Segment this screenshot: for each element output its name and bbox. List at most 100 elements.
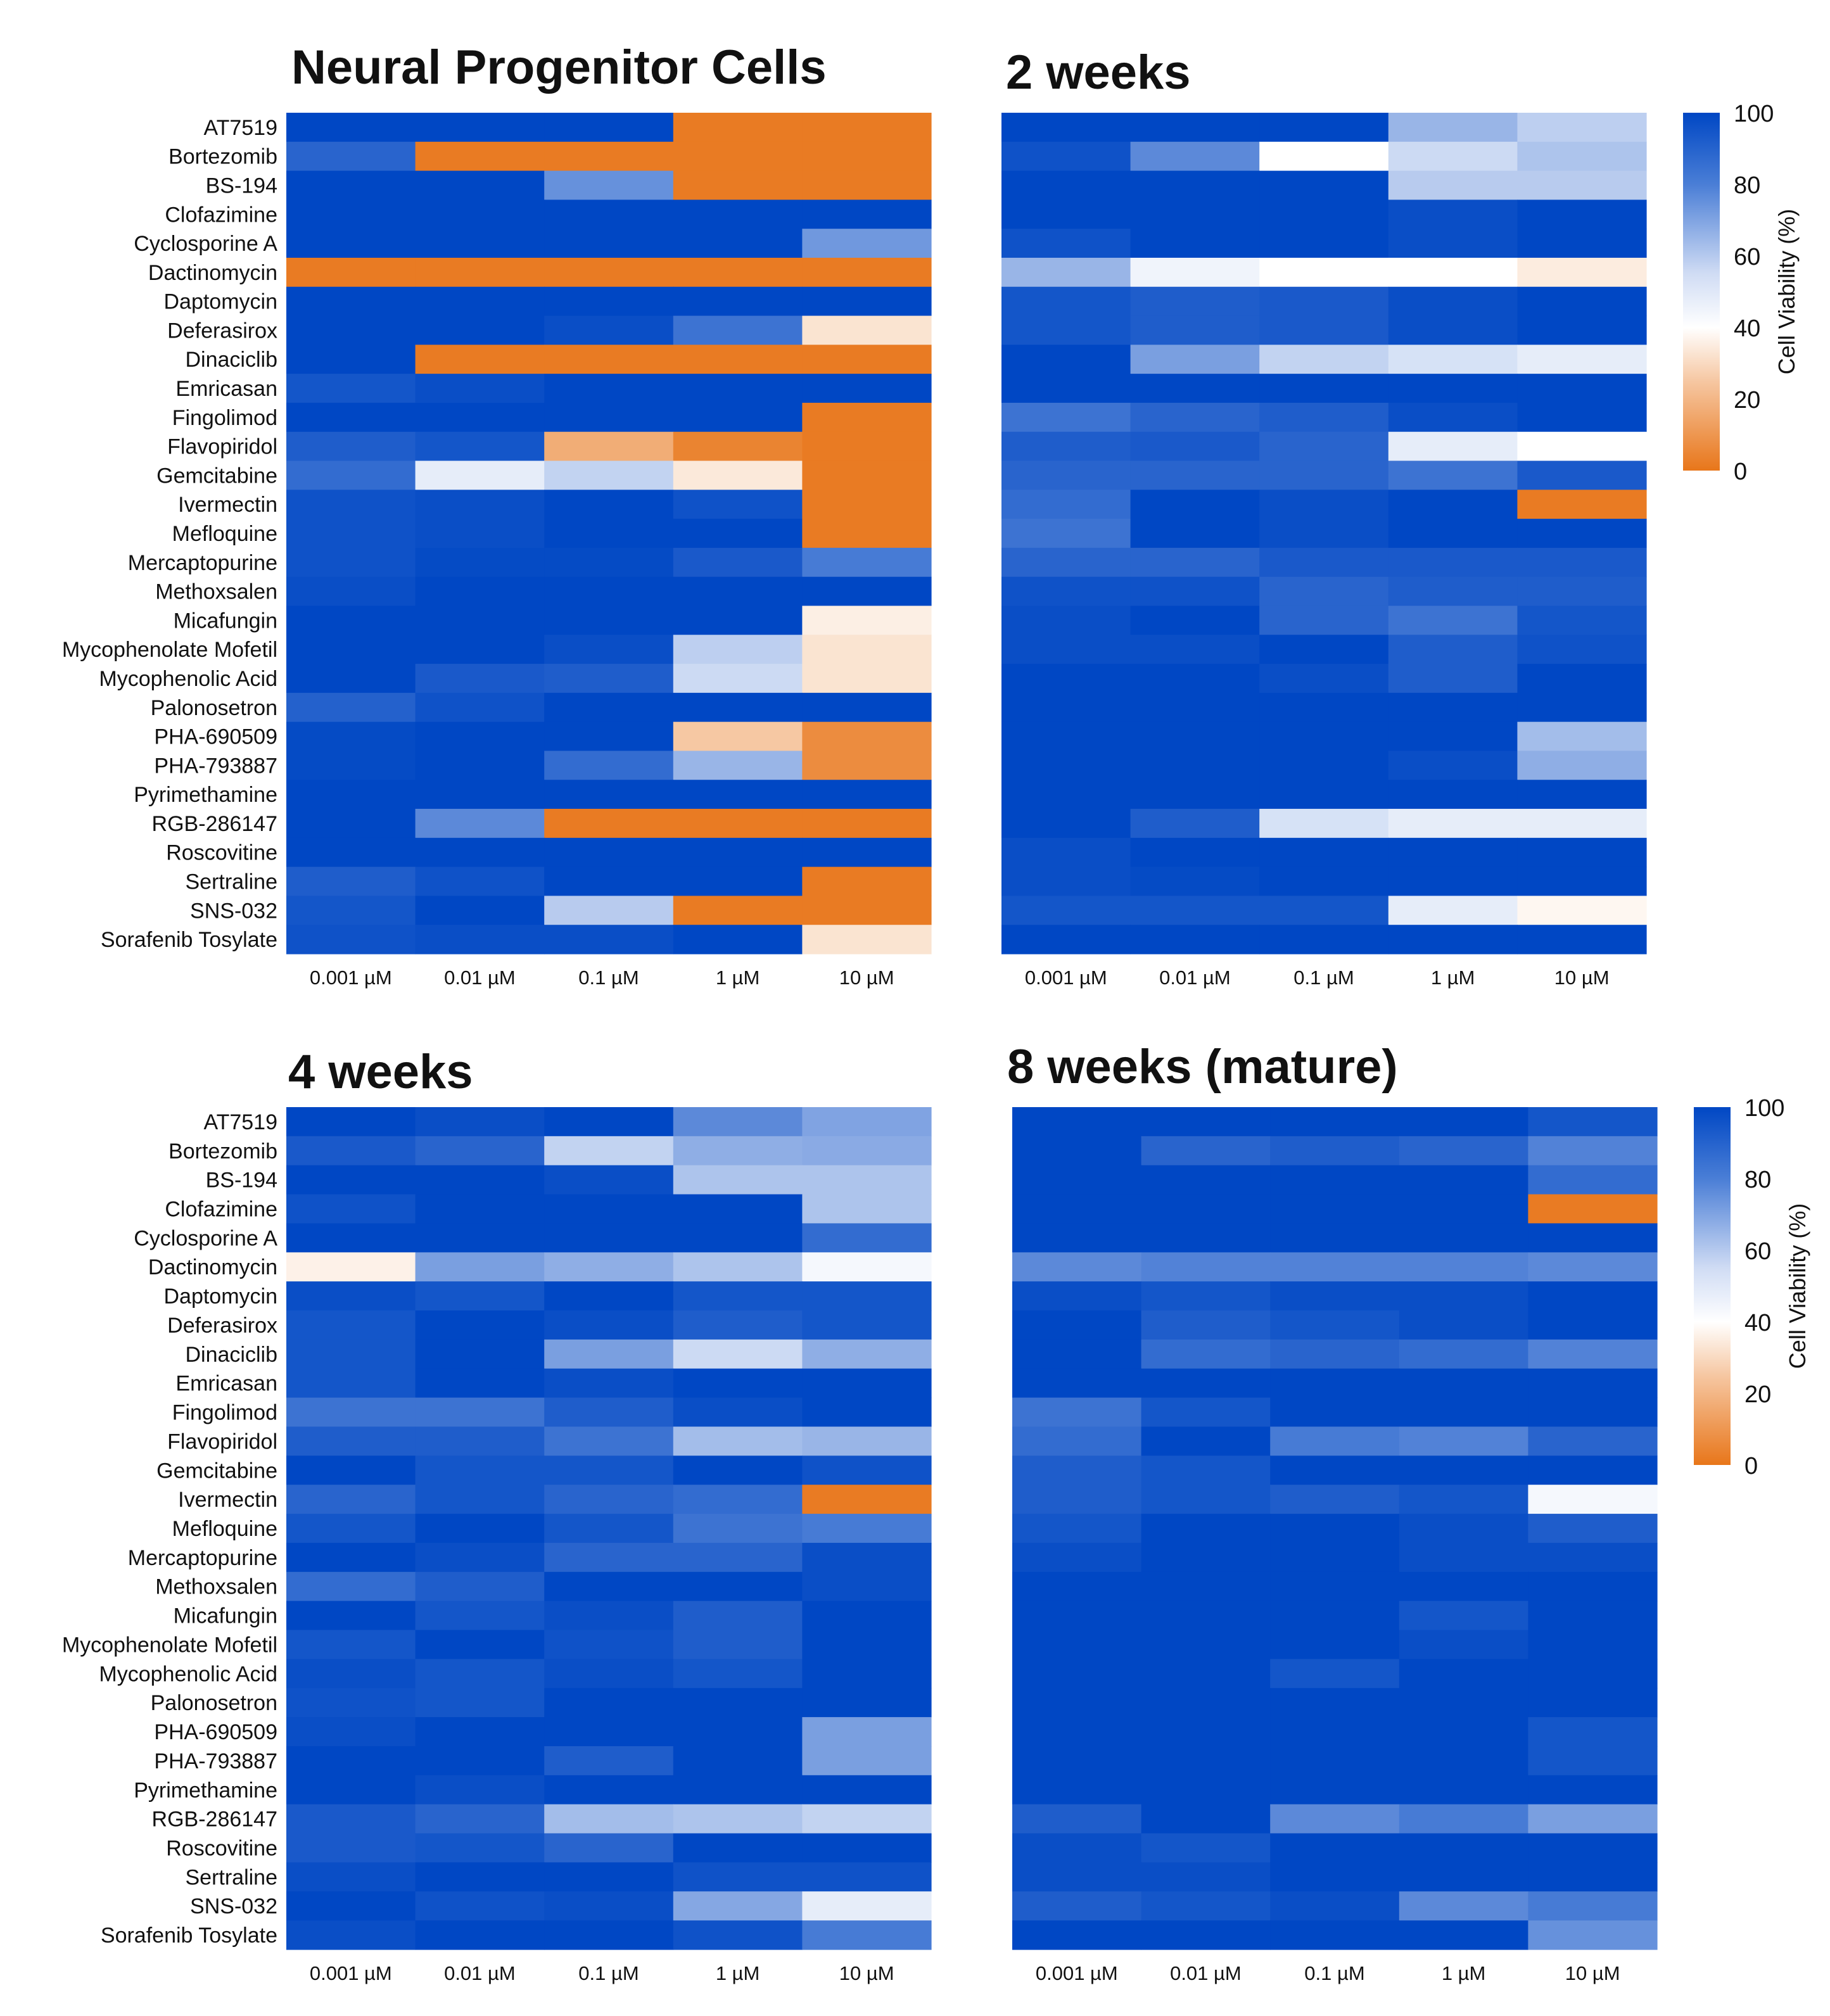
heatmap-cell xyxy=(1517,605,1647,635)
heatmap-cell xyxy=(1130,374,1260,403)
heatmap-cell xyxy=(286,635,416,664)
heatmap-cell xyxy=(1517,460,1647,490)
colorbar-gradient xyxy=(1683,113,1720,471)
heatmap-cell xyxy=(1130,721,1260,752)
heatmap-cell xyxy=(286,1485,416,1514)
heatmap-cell xyxy=(1130,605,1260,635)
heatmap-cell xyxy=(1001,809,1131,839)
heatmap-cell xyxy=(1517,374,1647,403)
heatmap-cell xyxy=(1388,837,1518,868)
heatmap-cell xyxy=(415,1891,545,1921)
heatmap-cell xyxy=(802,1194,932,1224)
heatmap-cell xyxy=(286,1920,416,1950)
heatmap-cell xyxy=(1001,837,1131,868)
heatmap-cell xyxy=(544,1223,674,1253)
heatmap-cell xyxy=(544,1659,674,1689)
heatmap-cell xyxy=(286,1165,416,1195)
colorbar-tick-label: 20 xyxy=(1744,1381,1771,1408)
heatmap-cell xyxy=(802,315,932,345)
heatmap-cell xyxy=(1399,1339,1528,1369)
heatmap-cell xyxy=(286,1775,416,1805)
heatmap-cell xyxy=(1012,1310,1142,1340)
heatmap-cell xyxy=(802,460,932,490)
heatmap-cell xyxy=(1141,1920,1271,1950)
heatmap-cell xyxy=(1399,1571,1528,1602)
row-label: RGB-286147 xyxy=(152,1808,277,1832)
heatmap-cell xyxy=(673,1804,803,1834)
heatmap-cell xyxy=(1141,1426,1271,1456)
row-label: SNS-032 xyxy=(190,899,277,923)
heatmap-cell xyxy=(1259,345,1389,374)
heatmap-cell xyxy=(1141,1804,1271,1834)
heatmap-cell xyxy=(415,1223,545,1253)
heatmap-cell xyxy=(1528,1455,1658,1485)
heatmap-cell xyxy=(415,1339,545,1369)
row-label: Clofazimine xyxy=(165,203,277,227)
heatmap-cell xyxy=(802,1601,932,1631)
heatmap-cell xyxy=(1001,605,1131,635)
heatmap-cell xyxy=(802,431,932,462)
heatmap-cell xyxy=(1270,1310,1400,1340)
heatmap-cell xyxy=(1388,113,1518,143)
heatmap-cell xyxy=(1270,1223,1400,1253)
heatmap-cell xyxy=(802,490,932,519)
heatmap-cell xyxy=(1141,1397,1271,1428)
heatmap-cell xyxy=(415,490,545,519)
heatmap-cell xyxy=(1130,692,1260,723)
heatmap-cell xyxy=(802,1339,932,1369)
heatmap-cell xyxy=(1259,402,1389,433)
heatmap-cell xyxy=(1528,1688,1658,1718)
heatmap-cell xyxy=(415,1194,545,1224)
heatmap-cell xyxy=(286,1223,416,1253)
heatmap-cell xyxy=(1270,1514,1400,1544)
heatmap-cell xyxy=(544,1368,674,1398)
heatmap-cell xyxy=(802,1833,932,1863)
heatmap-cell xyxy=(1141,1571,1271,1602)
heatmap-cell xyxy=(802,229,932,258)
heatmap-cell xyxy=(1528,1223,1658,1253)
colorbar-tick-label: 40 xyxy=(1734,315,1760,342)
heatmap-cell xyxy=(544,519,674,548)
heatmap-cell xyxy=(802,1368,932,1398)
heatmap-cell xyxy=(286,374,416,403)
row-label: Clofazimine xyxy=(165,1198,277,1222)
heatmap-cell xyxy=(1259,519,1389,548)
heatmap-cell xyxy=(673,1107,803,1137)
heatmap-cell xyxy=(673,460,803,490)
heatmap-cell xyxy=(1141,1833,1271,1863)
heatmap-cell xyxy=(286,1339,416,1369)
heatmap-cell xyxy=(673,780,803,809)
heatmap-cell xyxy=(673,1891,803,1921)
heatmap-cell xyxy=(415,664,545,694)
heatmap-cell xyxy=(802,1252,932,1282)
heatmap-cell xyxy=(673,576,803,607)
heatmap-cell xyxy=(286,605,416,635)
heatmap-cell xyxy=(415,229,545,258)
heatmap-cell xyxy=(286,345,416,374)
heatmap-cell xyxy=(673,605,803,635)
heatmap-cell xyxy=(1130,170,1260,200)
column-label: 0.001 µM xyxy=(310,967,392,989)
heatmap-cell xyxy=(673,1775,803,1805)
heatmap-cell xyxy=(1270,1804,1400,1834)
heatmap-cell xyxy=(673,1571,803,1602)
heatmap-cell xyxy=(1517,547,1647,578)
heatmap-cell xyxy=(1399,1165,1528,1195)
heatmap-cell xyxy=(544,1891,674,1921)
column-label: 10 µM xyxy=(839,967,894,989)
heatmap-cell xyxy=(1259,374,1389,403)
heatmap-cell xyxy=(1388,692,1518,723)
heatmap-cell xyxy=(802,402,932,433)
colorbar-tick-label: 20 xyxy=(1734,387,1760,414)
heatmap-cell xyxy=(544,866,674,897)
heatmap-cell xyxy=(286,1571,416,1602)
heatmap-cell xyxy=(1517,721,1647,752)
colorbar-tick-label: 60 xyxy=(1744,1238,1771,1265)
heatmap-grid: 0.001 µM 0.01 µM 0.1 µM 1 µM 10 µM xyxy=(1012,1107,1658,1984)
heatmap-cell xyxy=(1388,374,1518,403)
heatmap-cell xyxy=(1399,1717,1528,1747)
heatmap-cell xyxy=(1528,1397,1658,1428)
heatmap-cell xyxy=(1012,1804,1142,1834)
heatmap-cell xyxy=(415,692,545,723)
